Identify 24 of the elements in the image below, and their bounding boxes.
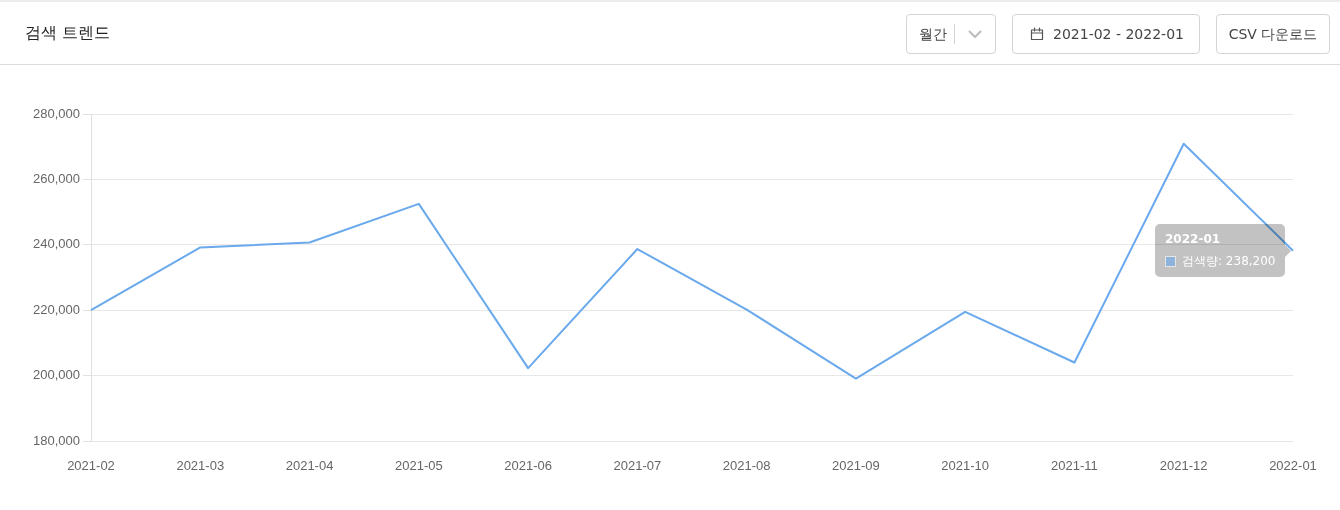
- download-button: CSV 다운로드: [1216, 14, 1330, 54]
- x-tick-label: 2021-12: [1159, 458, 1208, 474]
- x-tick-label: 2021-03: [176, 458, 225, 474]
- x-tick-label: 2021-07: [613, 458, 662, 474]
- x-tick-label: 2021-05: [394, 458, 443, 474]
- x-tick-label: 2021-08: [722, 458, 771, 474]
- date-range-button: 2021-02 - 2022-01: [1012, 14, 1200, 54]
- x-tick-label: 2021-10: [941, 458, 990, 474]
- y-tick-label: 280,000: [33, 105, 80, 121]
- y-tick-label: 260,000: [33, 170, 80, 186]
- category-label: 2022-01: [1165, 232, 1221, 247]
- x-tick-label: 2022-01: [1269, 458, 1317, 474]
- y-tick-label: 240,000: [33, 236, 80, 252]
- x-tick-label: 2021-09: [832, 458, 880, 474]
- x-tick-label: 2021-06: [504, 458, 552, 474]
- chart-title: 검색 트렌드: [25, 22, 111, 44]
- y-tick-label: 220,000: [33, 301, 80, 317]
- y-tick-label: 180,000: [33, 432, 80, 448]
- data-label: 검색량: 238,200: [1182, 253, 1276, 270]
- x-tick-label: 2021-04: [285, 458, 334, 474]
- period-dropdown: 월간: [906, 14, 996, 54]
- x-tick-label: 2021-02: [67, 458, 115, 474]
- y-tick-label: 200,000: [33, 367, 80, 383]
- x-tick-label: 2021-11: [1051, 458, 1098, 474]
